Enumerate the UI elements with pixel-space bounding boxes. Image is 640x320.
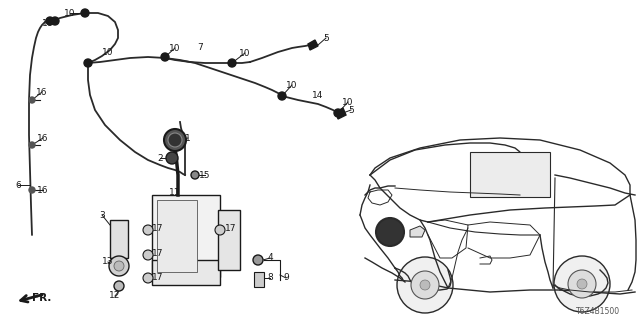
Circle shape xyxy=(143,250,153,260)
Circle shape xyxy=(334,109,342,117)
Text: T6Z4B1500: T6Z4B1500 xyxy=(576,308,620,316)
Bar xyxy=(218,210,240,270)
Circle shape xyxy=(577,279,587,289)
Text: FR.: FR. xyxy=(32,293,52,303)
Circle shape xyxy=(161,53,169,61)
Text: 11: 11 xyxy=(169,188,180,196)
Text: 10: 10 xyxy=(342,98,354,107)
Circle shape xyxy=(228,59,236,67)
Circle shape xyxy=(51,17,59,25)
Text: 1: 1 xyxy=(185,133,191,142)
Bar xyxy=(157,200,197,272)
Bar xyxy=(152,260,220,285)
Bar xyxy=(152,195,220,277)
Circle shape xyxy=(84,59,92,67)
Circle shape xyxy=(143,273,153,283)
Circle shape xyxy=(29,142,35,148)
Circle shape xyxy=(143,225,153,235)
Circle shape xyxy=(166,152,178,164)
Text: 16: 16 xyxy=(36,87,48,97)
Circle shape xyxy=(278,92,286,100)
Text: 7: 7 xyxy=(197,43,203,52)
Text: 14: 14 xyxy=(312,91,324,100)
Text: 17: 17 xyxy=(152,274,164,283)
Text: 5: 5 xyxy=(323,34,329,43)
Text: 17: 17 xyxy=(152,223,164,233)
Circle shape xyxy=(420,280,430,290)
Text: 3: 3 xyxy=(99,211,105,220)
Circle shape xyxy=(114,281,124,291)
Text: 10: 10 xyxy=(42,19,54,28)
Circle shape xyxy=(411,271,439,299)
Text: 15: 15 xyxy=(199,171,211,180)
Text: 10: 10 xyxy=(102,47,114,57)
Text: 16: 16 xyxy=(37,133,49,142)
Text: 6: 6 xyxy=(15,180,21,189)
Circle shape xyxy=(191,171,199,179)
Circle shape xyxy=(114,261,124,271)
Circle shape xyxy=(81,9,89,17)
Text: 13: 13 xyxy=(102,258,114,267)
Text: 5: 5 xyxy=(348,106,354,115)
Polygon shape xyxy=(308,40,318,50)
Circle shape xyxy=(568,270,596,298)
Polygon shape xyxy=(336,108,346,119)
Circle shape xyxy=(168,133,182,147)
Text: 10: 10 xyxy=(169,44,180,52)
Text: 9: 9 xyxy=(283,274,289,283)
Circle shape xyxy=(376,218,404,246)
Circle shape xyxy=(29,97,35,103)
Circle shape xyxy=(29,187,35,193)
Circle shape xyxy=(215,225,225,235)
Circle shape xyxy=(397,257,453,313)
Text: 10: 10 xyxy=(64,9,76,18)
Bar xyxy=(110,220,128,258)
Text: 10: 10 xyxy=(239,49,251,58)
Text: 17: 17 xyxy=(225,223,237,233)
Text: 4: 4 xyxy=(267,253,273,262)
Text: 2: 2 xyxy=(157,154,163,163)
Text: 17: 17 xyxy=(152,249,164,258)
Circle shape xyxy=(109,256,129,276)
Text: 16: 16 xyxy=(37,186,49,195)
Bar xyxy=(470,152,550,197)
Text: 10: 10 xyxy=(286,81,298,90)
Text: 8: 8 xyxy=(267,274,273,283)
Text: 12: 12 xyxy=(109,292,121,300)
Circle shape xyxy=(554,256,610,312)
Circle shape xyxy=(253,255,263,265)
Circle shape xyxy=(46,17,54,25)
Polygon shape xyxy=(410,226,425,237)
Circle shape xyxy=(164,129,186,151)
Bar xyxy=(254,272,264,287)
